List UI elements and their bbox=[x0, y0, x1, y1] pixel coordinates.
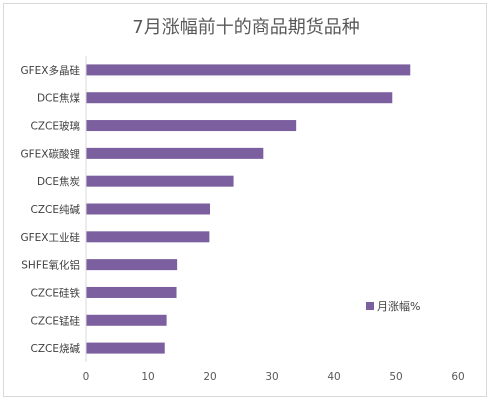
x-tick-label-3: 30 bbox=[265, 371, 278, 383]
legend-swatch bbox=[366, 302, 374, 310]
bar-10 bbox=[86, 342, 165, 354]
bar-9 bbox=[86, 314, 167, 326]
bar-0 bbox=[86, 64, 411, 76]
bars-layer bbox=[86, 64, 411, 354]
category-label-10: CZCE烧碱 bbox=[31, 342, 81, 355]
category-label-5: CZCE纯碱 bbox=[31, 203, 81, 216]
bar-1 bbox=[86, 92, 393, 104]
category-label-6: GFEX工业硅 bbox=[20, 231, 80, 244]
category-label-2: CZCE玻璃 bbox=[31, 120, 81, 133]
x-tick-label-4: 40 bbox=[327, 371, 340, 383]
x-tick-label-6: 60 bbox=[451, 371, 464, 383]
x-tick-labels: 0 10 20 30 40 50 60 bbox=[83, 371, 465, 383]
bar-7 bbox=[86, 259, 178, 271]
chart-title: 7月涨幅前十的商品期货品种 bbox=[132, 17, 359, 38]
category-label-3: GFEX碳酸锂 bbox=[20, 147, 80, 160]
x-tick-label-2: 20 bbox=[203, 371, 216, 383]
category-label-8: CZCE硅铁 bbox=[31, 286, 81, 299]
bar-6 bbox=[86, 231, 210, 243]
legend-label: 月涨幅% bbox=[377, 300, 420, 313]
x-tick-label-1: 10 bbox=[141, 371, 154, 383]
category-label-7: SHFE氧化铝 bbox=[21, 259, 80, 272]
x-tick-label-0: 0 bbox=[83, 371, 90, 383]
bar-3 bbox=[86, 147, 264, 159]
bar-8 bbox=[86, 286, 177, 298]
category-label-1: DCE焦煤 bbox=[37, 92, 81, 105]
category-labels: GFEX多晶硅 DCE焦煤 CZCE玻璃 GFEX碳酸锂 DCE焦炭 CZCE纯碱 GFEX… bbox=[20, 64, 80, 355]
category-label-0: GFEX多晶硅 bbox=[20, 64, 80, 77]
bar-4 bbox=[86, 175, 234, 187]
x-tick-label-5: 50 bbox=[389, 371, 402, 383]
legend: 月涨幅% bbox=[366, 300, 420, 313]
bar-5 bbox=[86, 203, 210, 215]
bar-2 bbox=[86, 120, 297, 132]
category-label-4: DCE焦炭 bbox=[37, 175, 81, 188]
category-label-9: CZCE锰硅 bbox=[31, 314, 81, 327]
